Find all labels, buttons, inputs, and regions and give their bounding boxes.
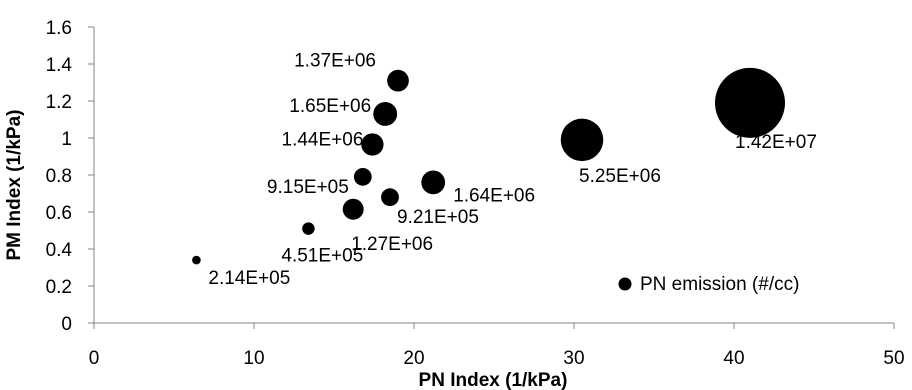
y-tick-label: 0.2 [46, 277, 72, 298]
bubble-label: 1.65E+06 [289, 96, 371, 117]
x-tick-label: 40 [723, 348, 744, 369]
legend-label: PN emission (#/cc) [640, 274, 799, 295]
y-axis-title: PM Index (1/kPa) [4, 110, 25, 261]
axes: 0 10 20 30 40 50 0 0.2 0.4 0.6 0.8 1 1.2 1.4 1.6 [46, 18, 905, 369]
bubble-point [387, 69, 409, 92]
bubble-point [302, 222, 315, 235]
bubble-point [353, 167, 372, 186]
x-tick-label: 30 [563, 348, 584, 369]
bubble-point [421, 170, 446, 195]
x-tick-label: 10 [243, 348, 264, 369]
bubble-point [715, 67, 785, 138]
bubble-label: 1.37E+06 [294, 51, 376, 72]
y-tick-label: 1.2 [46, 92, 72, 113]
bubble-labels: 2.14E+054.51E+051.27E+06 9.15E+05 9.21E+05… [208, 51, 816, 289]
bubble-label: 1.64E+06 [453, 185, 535, 206]
bubble-point [381, 188, 399, 207]
x-axis-title: PN Index (1/kPa) [419, 370, 568, 390]
bubble-label: 1.27E+06 [351, 234, 433, 255]
y-tick-label: 1.4 [46, 55, 73, 76]
bubble-point [373, 102, 398, 126]
y-tick-label: 1.6 [46, 18, 72, 39]
bubble-point [192, 255, 201, 265]
y-tick-label: 0.4 [46, 240, 73, 261]
bubble-point [560, 118, 604, 162]
bubble-label: 5.25E+06 [579, 166, 661, 187]
x-tick-label: 20 [403, 348, 424, 369]
x-tick-label: 0 [89, 348, 100, 369]
y-tick-label: 1 [61, 129, 72, 150]
y-tick-label: 0.8 [46, 166, 72, 187]
bubble-label: 1.42E+07 [735, 132, 817, 153]
x-tick-label: 50 [883, 348, 904, 369]
bubble-point [342, 198, 364, 220]
y-tick-label: 0.6 [46, 203, 72, 224]
bubble-label: 1.44E+06 [282, 129, 364, 150]
bubbles [192, 67, 785, 265]
bubble-label: 9.15E+05 [267, 177, 349, 198]
y-tick-label: 0 [61, 314, 72, 335]
legend: PN emission (#/cc) [618, 274, 799, 295]
bubble-label: 4.51E+05 [281, 246, 363, 267]
bubble-label: 9.21E+05 [397, 207, 479, 228]
bubble-label: 2.14E+05 [208, 268, 290, 289]
legend-marker [618, 277, 632, 291]
bubble-point [361, 133, 384, 156]
